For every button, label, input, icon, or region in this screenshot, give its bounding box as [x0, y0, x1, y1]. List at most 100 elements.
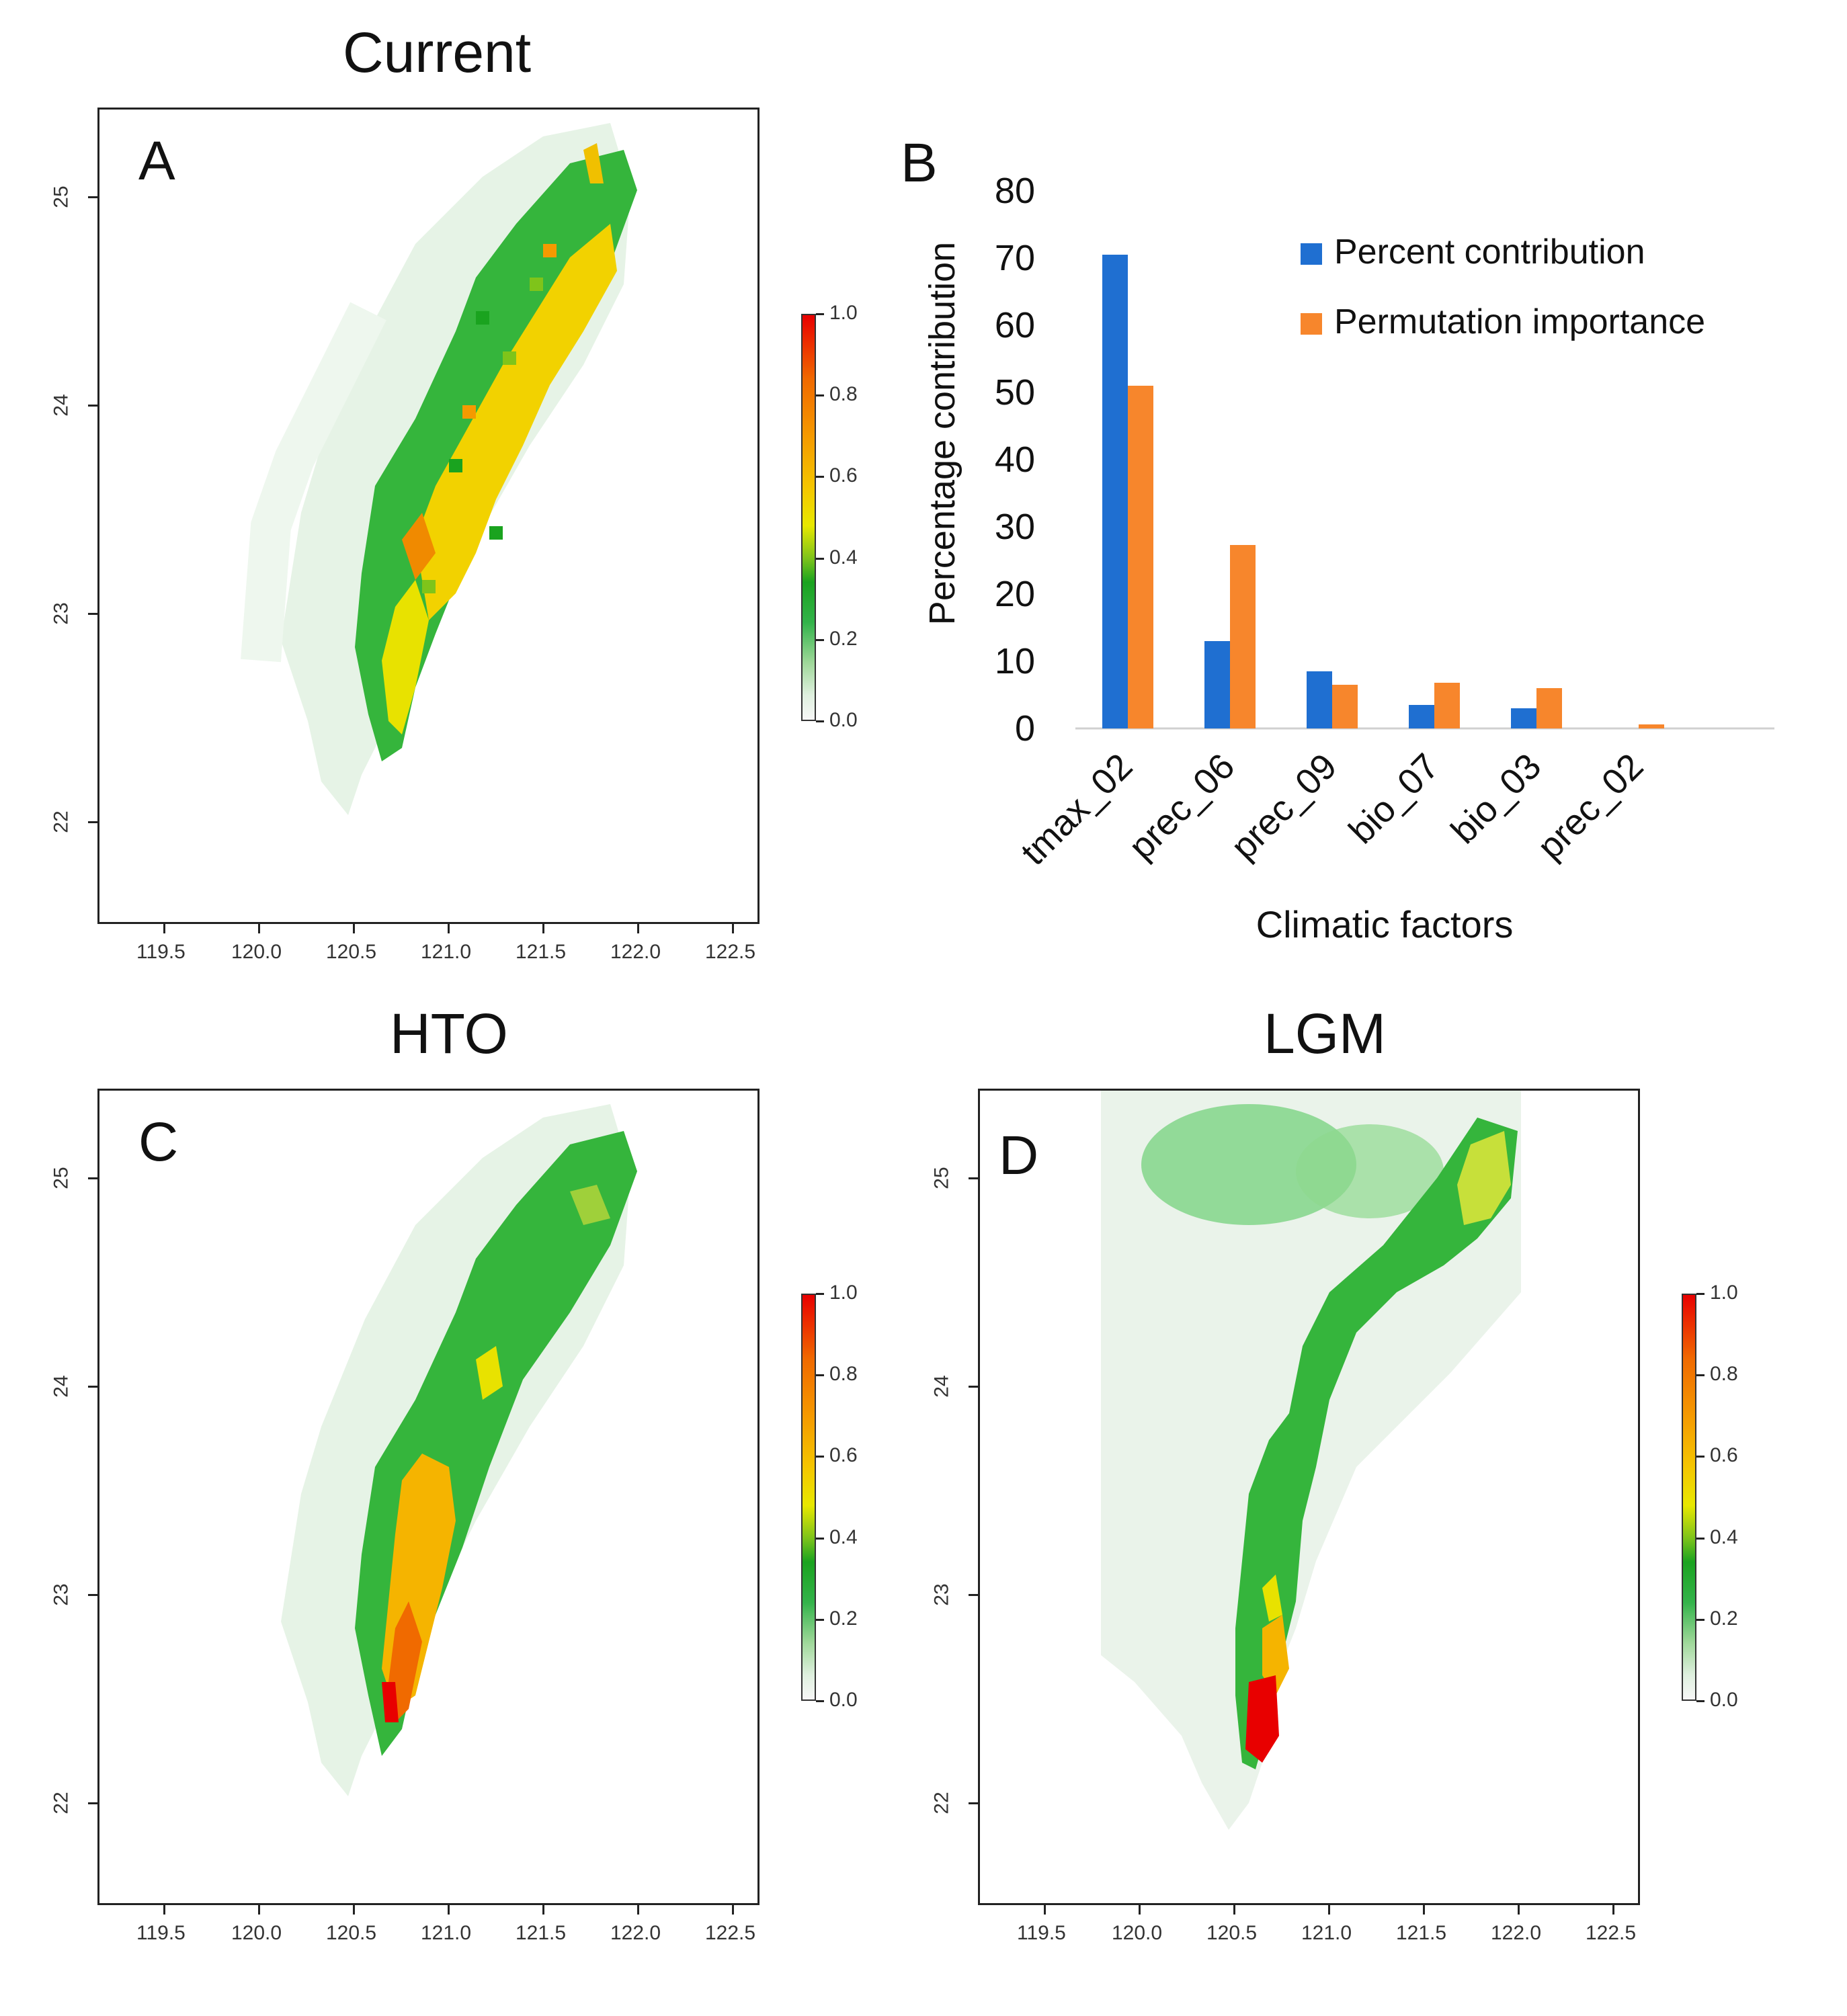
map-c-x-tick	[542, 1905, 544, 1915]
map-a-x-tick-label: 120.5	[326, 941, 377, 963]
legend-c-tick	[816, 1456, 824, 1458]
map-d-high-suitability-region	[1245, 1131, 1511, 1763]
map-a-probability-surface	[241, 123, 637, 815]
map-d-x-tick	[1233, 1905, 1235, 1915]
legend-c-tick	[816, 1700, 824, 1702]
legend-swatch	[1301, 243, 1322, 265]
map-d-y-tick-label: 25	[930, 1167, 953, 1189]
map-a-x-tick	[258, 924, 260, 933]
map-d-x-tick-label: 120.5	[1206, 1922, 1258, 1944]
legend-a-tick	[816, 476, 824, 478]
map-c-x-tick-label: 121.5	[516, 1922, 567, 1944]
y-tick-label: 10	[995, 641, 1035, 681]
map-c-y-tick-label: 23	[50, 1583, 73, 1606]
map-c-x-tick-label: 119.5	[136, 1922, 186, 1944]
map-a-x-tick	[732, 924, 734, 933]
legend-a-tick	[816, 394, 824, 397]
panel-b-letter: B	[901, 132, 938, 194]
y-tick-labels: 80 70 60 50 40 30 20 10 0	[995, 171, 1035, 749]
map-c-x-tick	[732, 1905, 734, 1915]
map-a-x-tick	[448, 924, 450, 933]
panel-a-title: Current	[343, 21, 532, 84]
map-a-x-tick	[637, 924, 639, 933]
map-a-x-tick-label: 121.0	[421, 941, 472, 963]
map-d-y-tick	[969, 1594, 978, 1596]
legend-d-tick-label: 0.6	[1710, 1444, 1738, 1467]
legend-a-tick-label: 0.2	[829, 627, 858, 650]
panel-d-title: LGM	[1264, 1002, 1387, 1065]
category-label: tmax_02	[1014, 746, 1141, 873]
legend-d-tick-label: 0.2	[1710, 1607, 1738, 1630]
map-d-x-tick-label: 122.0	[1491, 1922, 1542, 1944]
y-tick-label: 40	[995, 439, 1035, 480]
panel-a-letter: A	[138, 130, 175, 192]
map-c-frame: C	[97, 1089, 760, 1905]
y-axis-title: Percentage contribution	[922, 242, 962, 625]
bar-permutation-importance-prec_06	[1230, 545, 1256, 728]
map-c-y-tick	[88, 1802, 97, 1804]
map-a-x-tick-label: 119.5	[136, 941, 186, 963]
map-a-y-tick	[88, 405, 97, 407]
bar-chart-b: B Percentage contribution Climatic facto…	[901, 132, 1774, 946]
map-d-y-tick	[969, 1386, 978, 1388]
bar-permutation-importance-tmax_02	[1128, 386, 1153, 728]
bar-permutation-importance-prec_09	[1332, 685, 1358, 728]
map-d-x-tick	[1139, 1905, 1141, 1915]
panel-d-letter: D	[999, 1125, 1039, 1186]
map-a-y-tick	[88, 613, 97, 615]
map-a-x-tick	[542, 924, 544, 933]
legend-a-colorbar	[801, 314, 816, 721]
map-c-x-tick-label: 121.0	[421, 1922, 472, 1944]
map-d-x-tick	[1044, 1905, 1046, 1915]
map-d-y-tick-label: 24	[930, 1375, 953, 1398]
legend-d-tick	[1696, 1456, 1705, 1458]
map-a-y-tick-label: 23	[50, 602, 73, 625]
map-d-x-tick	[1518, 1905, 1520, 1915]
map-c-probability-surface	[281, 1104, 637, 1796]
legend-c-tick-label: 0.0	[829, 1689, 858, 1711]
chart-legend: Percent contribution Permutation importan…	[1301, 233, 1705, 341]
map-d-y-tick	[969, 1802, 978, 1804]
legend-d-tick-label: 0.4	[1710, 1525, 1738, 1548]
y-tick-label: 30	[995, 507, 1035, 547]
map-c-x-tick-label: 120.5	[326, 1922, 377, 1944]
legend-a-tick	[816, 638, 824, 641]
map-a-y-tick	[88, 196, 97, 198]
legend-c-tick-label: 0.8	[829, 1363, 858, 1386]
bar-permutation-importance-bio_07	[1434, 683, 1460, 728]
map-a-texture	[422, 244, 557, 593]
map-d-x-tick-label: 120.0	[1112, 1922, 1163, 1944]
legend-d-tick	[1696, 1618, 1705, 1621]
y-tick-label: 50	[995, 372, 1035, 413]
legend-d-tick-label: 1.0	[1710, 1282, 1738, 1304]
legend-swatch	[1301, 313, 1322, 335]
map-c-y-tick-label: 25	[50, 1167, 73, 1189]
legend-c-tick	[816, 1293, 824, 1295]
map-a-high-suitability-region	[382, 143, 617, 734]
category-label: prec_06	[1121, 746, 1242, 867]
legend-c-tick-label: 0.4	[829, 1525, 858, 1548]
map-d-y-tick-label: 23	[930, 1583, 953, 1606]
bar-permutation-importance-bio_03	[1536, 688, 1562, 728]
legend-a-tick	[816, 557, 824, 560]
map-d-x-tick-label: 119.5	[1017, 1922, 1066, 1944]
legend-a-tick-label: 1.0	[829, 302, 858, 324]
map-d-x-tick-label: 122.5	[1586, 1922, 1637, 1944]
bar-percent-contribution-bio_07	[1409, 705, 1434, 728]
map-c-x-tick	[448, 1905, 450, 1915]
map-a-x-tick-label: 120.0	[231, 941, 282, 963]
map-a-frame: A	[97, 108, 760, 924]
y-tick-label: 70	[995, 238, 1035, 278]
bar-percent-contribution-prec_09	[1307, 671, 1332, 728]
map-c-y-tick	[88, 1594, 97, 1596]
map-a-x-tick-label: 122.0	[610, 941, 661, 963]
legend-label: Percent contribution	[1334, 233, 1645, 271]
map-d-x-tick-label: 121.0	[1301, 1922, 1352, 1944]
x-axis-title: Climatic factors	[1256, 903, 1514, 946]
map-d-x-tick	[1328, 1905, 1330, 1915]
map-a-y-tick-label: 25	[50, 185, 73, 208]
bar-series	[1102, 255, 1664, 728]
bar-percent-contribution-bio_03	[1511, 708, 1536, 728]
map-d-x-tick	[1423, 1905, 1425, 1915]
